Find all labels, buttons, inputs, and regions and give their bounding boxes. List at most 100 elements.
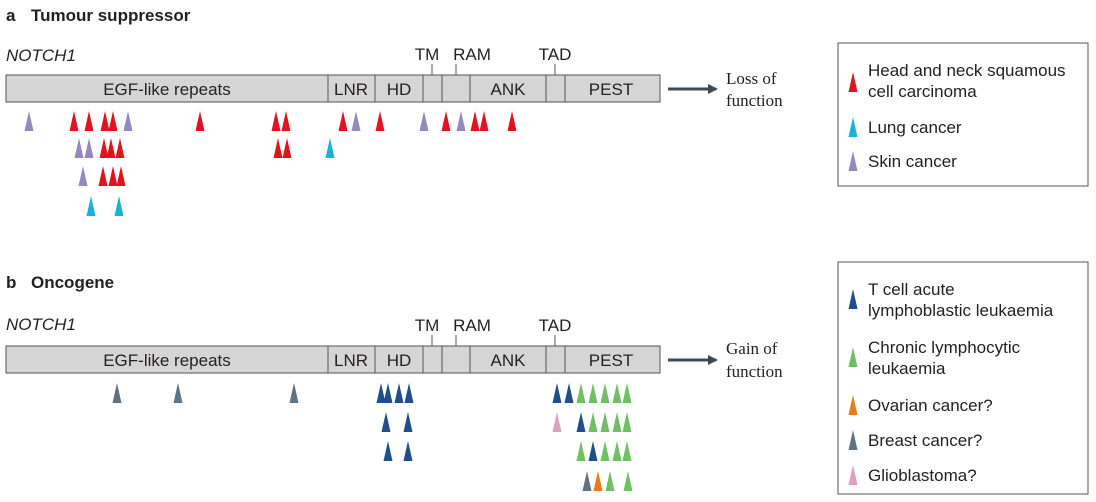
panel-a-title: Tumour suppressor bbox=[31, 6, 191, 25]
mutation-marker-tall bbox=[564, 383, 574, 403]
mutation-marker-head-neck bbox=[441, 111, 451, 131]
mutation-marker-skin bbox=[456, 111, 466, 131]
mutation-marker-cll bbox=[600, 441, 610, 461]
mutation-marker-tall bbox=[376, 383, 386, 403]
domain-label-ram: RAM bbox=[453, 316, 491, 335]
legend-box bbox=[837, 261, 1089, 495]
mutation-marker-cll bbox=[588, 412, 598, 432]
mutation-marker-breast bbox=[289, 383, 299, 403]
mutation-marker-breast bbox=[582, 471, 592, 491]
legend-label: lymphoblastic leukaemia bbox=[868, 301, 1054, 320]
mutation-marker-head-neck bbox=[479, 111, 489, 131]
mutation-marker-head-neck bbox=[273, 138, 283, 158]
mutation-marker-head-neck bbox=[106, 138, 116, 158]
legend-entry-breast: Breast cancer? bbox=[848, 430, 982, 450]
mutation-marker-lung bbox=[325, 138, 335, 158]
legend-label: Ovarian cancer? bbox=[868, 396, 993, 415]
mutation-marker-head-neck bbox=[338, 111, 348, 131]
domain-label-ank: ANK bbox=[491, 351, 527, 370]
legend-entry-head-neck: Head and neck squamous cell carcinoma bbox=[848, 61, 1066, 101]
legend-label: cell carcinoma bbox=[868, 82, 977, 101]
mutation-marker-lung bbox=[86, 196, 96, 216]
panel-a-gene-name: NOTCH1 bbox=[6, 46, 76, 65]
mutation-marker-head-neck bbox=[100, 111, 110, 131]
legend-entry-ovarian: Ovarian cancer? bbox=[848, 395, 993, 415]
legend-label: Glioblastoma? bbox=[868, 466, 977, 485]
mutation-marker-cll bbox=[612, 441, 622, 461]
mutation-marker-tall bbox=[588, 441, 598, 461]
mutation-marker-cll bbox=[612, 412, 622, 432]
mutation-marker-tall bbox=[383, 441, 393, 461]
legend-label: T cell acute bbox=[868, 280, 955, 299]
mutation-marker-cll bbox=[605, 471, 615, 491]
mutation-marker-cll bbox=[622, 412, 632, 432]
mutation-marker-skin bbox=[74, 138, 84, 158]
mutation-marker-cll bbox=[622, 441, 632, 461]
panel-a-protein-bar: EGF-like repeats LNR HD ANK PEST TM RAM … bbox=[5, 45, 661, 103]
mutation-marker-head-neck bbox=[115, 138, 125, 158]
mutation-marker-cll bbox=[622, 383, 632, 403]
mutation-marker-head-neck bbox=[98, 166, 108, 186]
legend-marker-head-neck bbox=[848, 72, 858, 92]
mutation-marker-head-neck bbox=[69, 111, 79, 131]
outcome-line-2: function bbox=[726, 91, 783, 110]
domain-label-ram: RAM bbox=[453, 45, 491, 64]
legend-entry-tall: T cell acute lymphoblastic leukaemia bbox=[848, 280, 1054, 320]
domain-label-pest: PEST bbox=[589, 351, 633, 370]
domain-label-ank: ANK bbox=[491, 80, 527, 99]
panel-a: a Tumour suppressor NOTCH1 EGF-like repe… bbox=[5, 6, 1089, 216]
mutation-marker-head-neck bbox=[282, 138, 292, 158]
legend-entry-lung: Lung cancer bbox=[848, 117, 962, 137]
legend-box bbox=[837, 42, 1089, 187]
legend-label: Skin cancer bbox=[868, 152, 957, 171]
mutation-marker-head-neck bbox=[271, 111, 281, 131]
mutation-marker-breast bbox=[112, 383, 122, 403]
mutation-marker-head-neck bbox=[507, 111, 517, 131]
mutation-marker-ovarian bbox=[593, 471, 603, 491]
legend-marker-skin bbox=[848, 151, 858, 171]
legend-marker-cll bbox=[848, 347, 858, 367]
outcome-line-1: Gain of bbox=[726, 339, 778, 358]
mutation-marker-tall bbox=[576, 412, 586, 432]
mutation-marker-tall bbox=[403, 441, 413, 461]
mutation-marker-head-neck bbox=[108, 111, 118, 131]
panel-a-mutation-markers bbox=[24, 111, 517, 216]
legend-entry-cll: Chronic lymphocytic leukaemia bbox=[848, 338, 1021, 378]
domain-label-lnr: LNR bbox=[334, 351, 368, 370]
panel-b: b Oncogene NOTCH1 EGF-like repeats LNR H… bbox=[5, 261, 1089, 495]
mutation-marker-cll bbox=[623, 471, 633, 491]
mutation-marker-cll bbox=[576, 383, 586, 403]
mutation-marker-cll bbox=[600, 383, 610, 403]
legend-marker-ovarian bbox=[848, 395, 858, 415]
mutation-marker-skin bbox=[419, 111, 429, 131]
panel-b-title: Oncogene bbox=[31, 273, 114, 292]
mutation-marker-head-neck bbox=[116, 166, 126, 186]
domain-label-pest: PEST bbox=[589, 80, 633, 99]
mutation-marker-glioblastoma bbox=[552, 412, 562, 432]
legend-entry-skin: Skin cancer bbox=[848, 151, 957, 171]
panel-b-protein-bar: EGF-like repeats LNR HD ANK PEST TM RAM … bbox=[5, 316, 661, 374]
panel-b-letter: b bbox=[6, 273, 16, 292]
mutation-marker-head-neck bbox=[195, 111, 205, 131]
panel-b-gene-name: NOTCH1 bbox=[6, 315, 76, 334]
legend-marker-tall bbox=[848, 289, 858, 309]
domain-label-tm: TM bbox=[415, 316, 440, 335]
panel-b-mutation-markers bbox=[112, 383, 633, 491]
legend-label: Head and neck squamous bbox=[868, 61, 1066, 80]
mutation-marker-head-neck bbox=[84, 111, 94, 131]
outcome-line-2: function bbox=[726, 362, 783, 381]
mutation-marker-head-neck bbox=[99, 138, 109, 158]
legend-label: Breast cancer? bbox=[868, 431, 982, 450]
legend-marker-lung bbox=[848, 117, 858, 137]
domain-label-tad: TAD bbox=[539, 316, 572, 335]
mutation-marker-skin bbox=[123, 111, 133, 131]
mutation-marker-tall bbox=[394, 383, 404, 403]
legend-label: Lung cancer bbox=[868, 118, 962, 137]
domain-label-hd: HD bbox=[387, 80, 412, 99]
mutation-marker-breast bbox=[173, 383, 183, 403]
panel-a-letter: a bbox=[6, 6, 16, 25]
panel-a-legend: Head and neck squamous cell carcinoma Lu… bbox=[837, 42, 1089, 187]
mutation-marker-skin bbox=[84, 138, 94, 158]
mutation-marker-head-neck bbox=[281, 111, 291, 131]
